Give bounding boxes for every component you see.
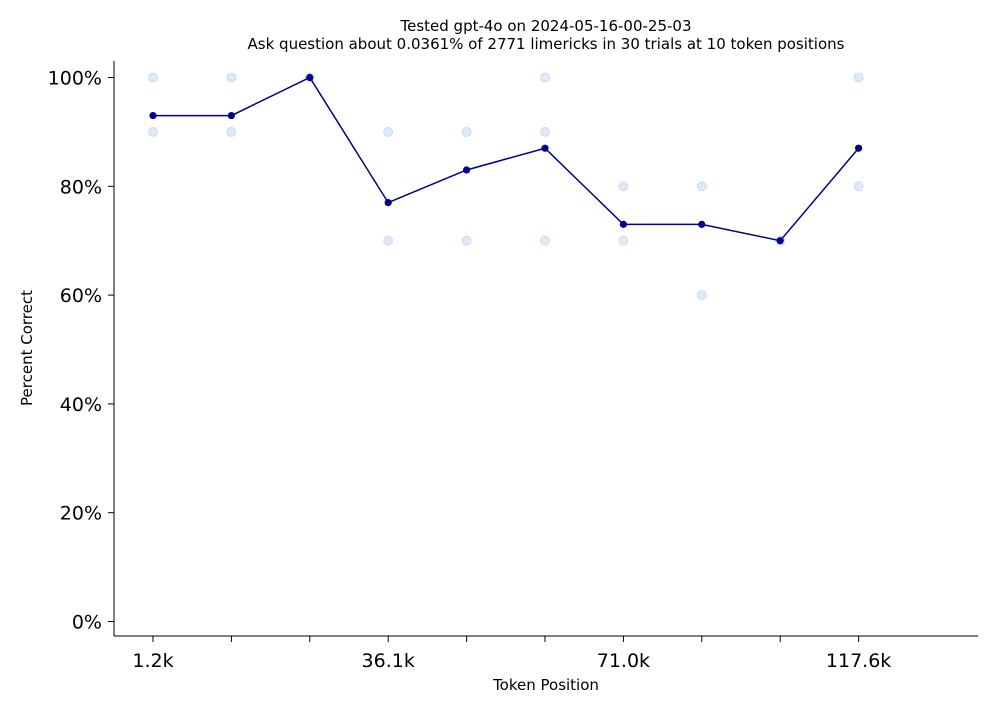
trial-point — [540, 72, 550, 83]
series-point — [541, 144, 549, 152]
chart-subtitle: Ask question about 0.0361% of 2771 limer… — [248, 35, 845, 53]
y-axis-label: Percent Correct — [18, 290, 36, 406]
trial-points — [148, 72, 864, 301]
trial-point — [696, 181, 707, 192]
x-tick-label: 117.6k — [826, 650, 891, 672]
y-tick-label: 60% — [60, 285, 102, 307]
y-tick-label: 0% — [72, 612, 102, 634]
trial-point — [696, 290, 707, 301]
trial-point — [540, 126, 550, 137]
trial-point — [461, 126, 472, 137]
y-tick-label: 80% — [60, 176, 102, 198]
chart-title: Tested gpt-4o on 2024-05-16-00-25-03 — [399, 17, 691, 35]
series-point — [698, 220, 706, 228]
trial-point — [618, 235, 629, 246]
y-tick-label: 40% — [60, 394, 102, 416]
trial-point — [383, 235, 394, 246]
trial-point — [226, 72, 237, 83]
series-point — [149, 111, 157, 120]
trial-point — [461, 235, 472, 246]
x-ticks: 1.2k 36.1k 71.0k 117.6k — [132, 636, 891, 672]
y-tick-label: 20% — [60, 503, 102, 525]
trial-point — [383, 126, 394, 137]
trial-point — [618, 181, 629, 192]
x-tick-label: 36.1k — [362, 650, 415, 672]
axes — [113, 61, 978, 637]
trial-point — [148, 126, 158, 137]
series-polyline — [153, 76, 860, 242]
series-point — [463, 166, 471, 174]
series-line — [149, 73, 863, 245]
x-tick-label: 1.2k — [132, 650, 173, 672]
trial-point — [226, 126, 237, 137]
series-point — [776, 237, 784, 245]
trial-point — [853, 181, 864, 192]
trial-point — [853, 72, 864, 83]
x-tick-label: 71.0k — [597, 650, 650, 672]
y-tick-label: 100% — [48, 68, 102, 90]
series-point — [384, 199, 392, 207]
trial-point — [540, 235, 550, 246]
x-axis-label: Token Position — [492, 676, 599, 694]
series-point — [619, 220, 628, 228]
trial-point — [148, 72, 158, 83]
y-ticks: 0% 20% 40% 60% 80% 100% — [48, 68, 114, 634]
series-point — [855, 144, 863, 152]
series-point — [227, 111, 235, 120]
series-point — [306, 73, 314, 82]
